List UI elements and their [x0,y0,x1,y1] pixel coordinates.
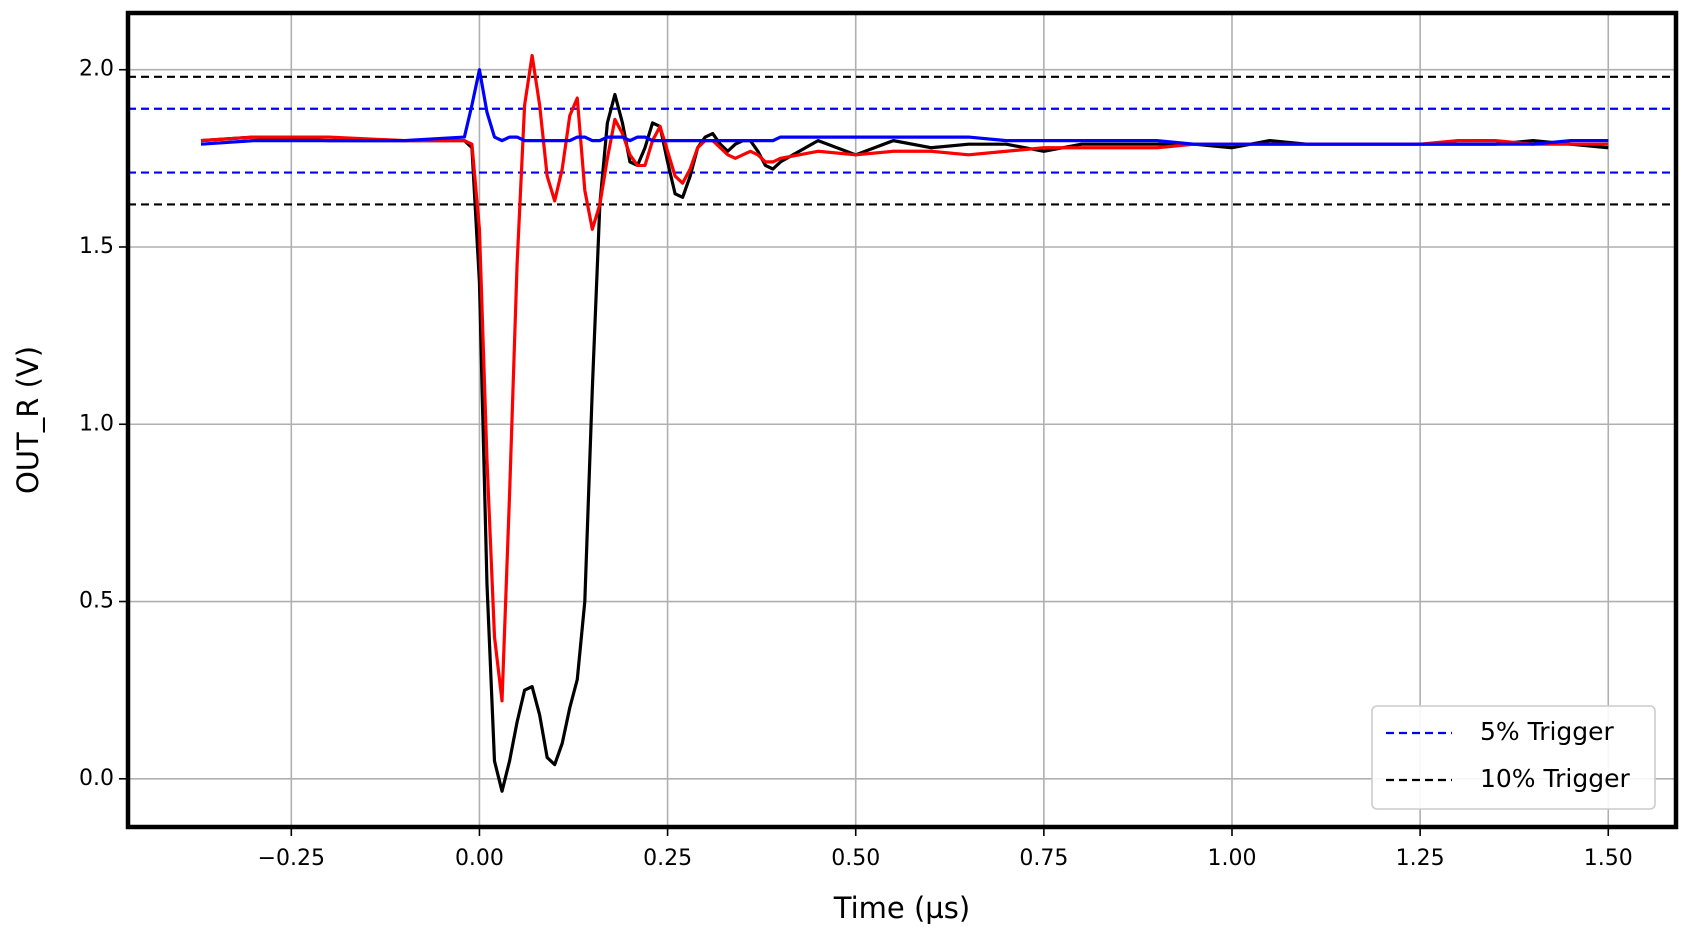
x-tick-label: 1.25 [1396,846,1445,871]
x-tick-label: 0.75 [1019,846,1068,871]
data-line [200,68,1609,146]
data-line [200,53,1609,703]
y-tick-label: 2.0 [79,57,114,82]
legend-box [1371,705,1656,810]
x-tick-label: 0.50 [831,846,880,871]
data-line [200,92,1609,793]
x-tick-label: 1.00 [1208,846,1257,871]
y-tick-label: 1.5 [79,234,114,259]
x-tick-label: 1.50 [1584,846,1633,871]
y-axis-label: OUT_R (V) [11,346,45,494]
x-tick-label: −0.25 [258,846,325,871]
x-tick-label: 0.00 [455,846,504,871]
y-tick-label: 1.0 [79,411,114,436]
x-tick-label: 0.25 [643,846,692,871]
x-axis-label: Time (µs) [833,891,970,925]
y-tick-label: 0.0 [79,766,114,791]
y-tick-label: 0.5 [79,589,114,614]
plot-frame [125,10,1679,830]
legend-label: 5% Trigger [1480,717,1615,746]
legend-label: 10% Trigger [1480,764,1630,793]
